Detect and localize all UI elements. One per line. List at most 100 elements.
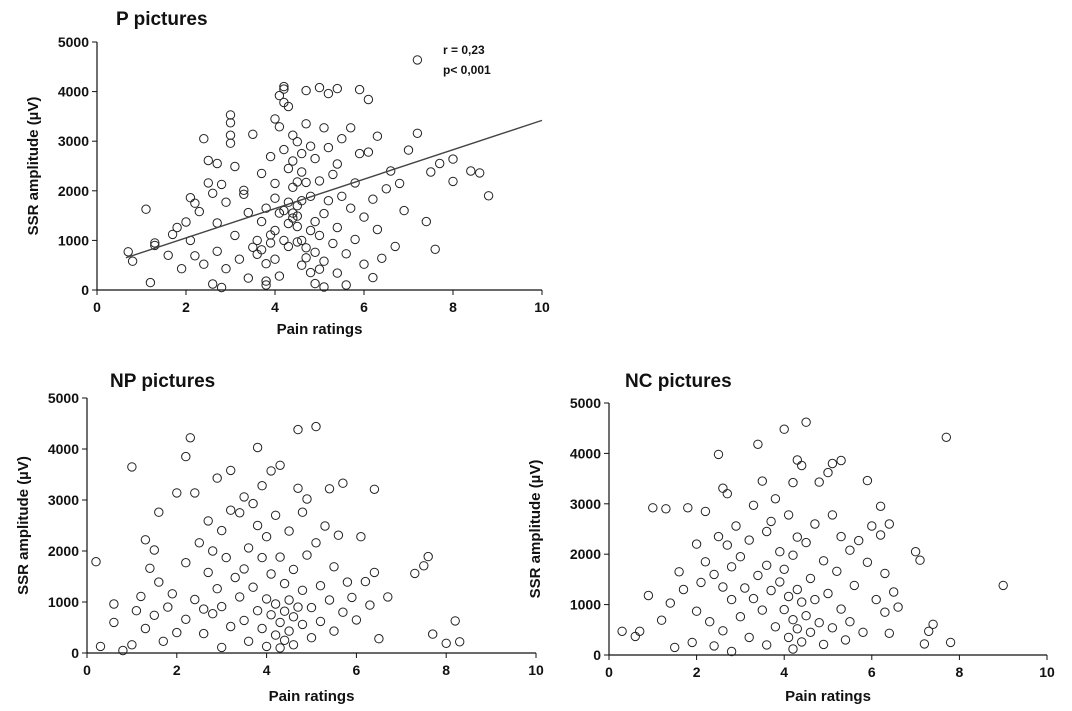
data-point	[691, 606, 702, 616]
data-point	[217, 642, 227, 653]
data-point	[705, 617, 715, 627]
data-point	[123, 247, 133, 257]
scatter-panel: NC pictures 0 2 4 6 8 10 0 1000 2000 3000 4000 5000 P…	[527, 371, 1055, 705]
data-point	[674, 567, 684, 577]
data-point	[270, 599, 281, 609]
y-tick-label: 4000	[570, 445, 601, 461]
data-point	[359, 212, 369, 222]
data-point	[726, 646, 737, 657]
data-point	[203, 516, 213, 526]
data-point	[221, 264, 231, 274]
data-point	[149, 545, 160, 555]
data-point	[354, 84, 365, 95]
data-point	[127, 462, 137, 472]
data-point	[306, 602, 317, 613]
data-point	[176, 264, 187, 274]
data-point	[368, 272, 378, 283]
data-point	[172, 222, 182, 233]
data-point	[836, 531, 846, 542]
data-point	[305, 267, 316, 278]
data-point	[324, 595, 335, 605]
data-point	[297, 507, 308, 517]
data-point	[261, 276, 271, 286]
data-point	[172, 488, 182, 498]
data-point	[288, 156, 298, 166]
data-point	[252, 235, 262, 246]
data-point	[261, 532, 272, 542]
y-tick-label: 5000	[570, 395, 601, 411]
data-point	[338, 478, 348, 488]
data-point	[419, 561, 429, 571]
data-point	[297, 260, 307, 270]
data-point	[748, 593, 759, 604]
data-point	[827, 623, 838, 633]
data-point	[678, 584, 689, 595]
data-point	[390, 241, 400, 252]
y-tick-label: 4000	[48, 441, 79, 457]
y-axis-title: SSR amplitude (µV)	[15, 456, 32, 595]
data-point	[305, 191, 316, 202]
data-point	[221, 197, 231, 207]
data-point	[718, 582, 728, 592]
data-point	[301, 85, 311, 96]
data-point	[181, 558, 191, 568]
data-point	[871, 594, 881, 605]
data-point	[270, 114, 280, 124]
data-point	[235, 508, 245, 518]
data-point	[354, 148, 365, 159]
data-point	[350, 234, 360, 245]
data-point	[744, 632, 754, 643]
data-point	[257, 552, 267, 563]
data-point	[288, 213, 298, 223]
data-point	[351, 615, 362, 625]
data-point	[814, 618, 824, 628]
data-point	[661, 504, 671, 514]
y-tick-label: 0	[593, 647, 601, 663]
data-point	[274, 271, 285, 281]
data-point	[154, 507, 164, 517]
data-point	[208, 609, 218, 619]
data-point	[338, 607, 348, 617]
data-point	[127, 256, 138, 266]
data-point	[288, 564, 299, 575]
data-point	[770, 622, 781, 632]
data-point	[332, 159, 342, 169]
x-tick-label: 6	[353, 662, 361, 678]
data-point	[203, 155, 214, 166]
data-point	[726, 562, 737, 572]
data-point	[301, 253, 311, 263]
data-point	[248, 129, 258, 140]
data-point	[274, 90, 285, 101]
data-point	[399, 205, 409, 216]
data-point	[239, 189, 249, 200]
data-point	[145, 277, 156, 288]
data-point	[217, 525, 227, 536]
data-point	[225, 110, 236, 120]
data-point	[372, 224, 383, 235]
data-point	[109, 617, 119, 628]
data-point	[270, 510, 281, 520]
data-point	[840, 635, 851, 645]
data-point	[836, 455, 846, 466]
x-tick-label: 4	[780, 664, 788, 680]
data-point	[190, 198, 200, 208]
data-point	[648, 503, 658, 513]
x-tick-label: 2	[693, 664, 701, 680]
data-point	[801, 611, 811, 621]
data-point	[297, 585, 308, 595]
data-point	[823, 467, 833, 478]
data-point	[722, 489, 732, 499]
data-point	[709, 569, 719, 580]
data-point	[297, 148, 307, 159]
data-point	[319, 208, 329, 219]
data-point	[718, 626, 728, 636]
data-point	[342, 577, 353, 587]
data-point	[270, 225, 280, 236]
data-point	[288, 612, 299, 622]
data-point	[363, 147, 374, 157]
data-point	[95, 641, 106, 652]
data-point	[252, 442, 263, 453]
data-point	[696, 577, 706, 588]
data-point	[757, 476, 767, 486]
